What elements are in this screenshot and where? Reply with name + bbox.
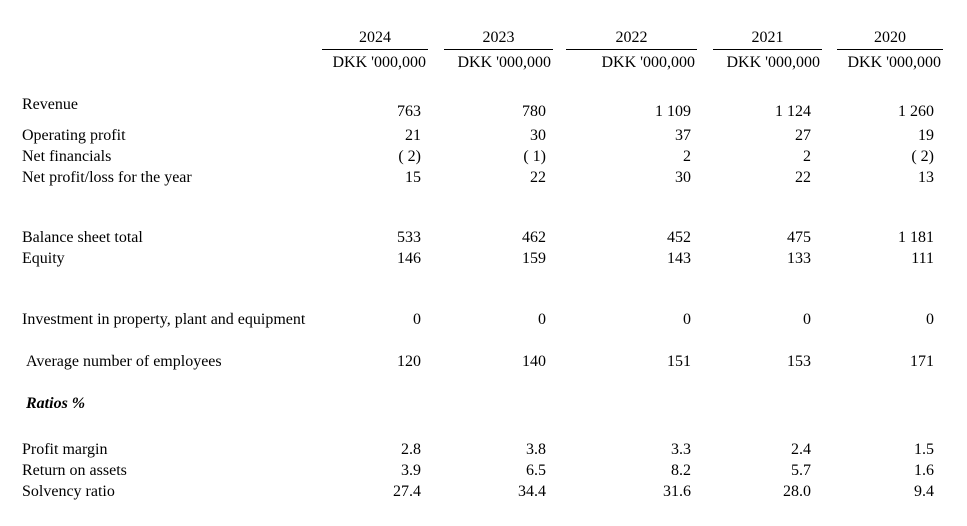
year-header: 2024 (322, 27, 428, 50)
cell-value: 111 (911, 250, 934, 267)
cell-value: 30 (675, 169, 691, 186)
year-header: 2021 (713, 27, 822, 50)
cell-value: 1 109 (655, 103, 691, 120)
row-label: Average number of employees (26, 353, 222, 370)
cell-value: ( 1) (523, 148, 546, 165)
cell-value: 0 (926, 311, 934, 328)
cell-value: 140 (522, 353, 546, 370)
cell-value: 0 (803, 311, 811, 328)
year-header: 2020 (837, 27, 943, 50)
cell-value: 1.5 (914, 441, 934, 458)
cell-value: 475 (787, 229, 811, 246)
cell-value: 37 (675, 127, 691, 144)
header-spacer (0, 27, 322, 50)
unit-header: DKK '000,000 (726, 54, 820, 71)
section-heading-label: Ratios % (26, 395, 86, 412)
cell-value: 146 (397, 250, 421, 267)
year-header: 2022 (566, 27, 697, 50)
cell-value: 1 260 (898, 103, 934, 120)
cell-value: 21 (405, 127, 421, 144)
cell-value: 22 (530, 169, 546, 186)
row-label: Investment in property, plant and equipm… (22, 311, 306, 328)
cell-value: 143 (667, 250, 691, 267)
table-row: Net profit/loss for the year 15 22 30 22… (0, 167, 967, 188)
table-row: Average number of employees 120 140 151 … (0, 351, 967, 372)
cell-value: 159 (522, 250, 546, 267)
cell-value: ( 2) (911, 148, 934, 165)
unit-header: DKK '000,000 (457, 54, 551, 71)
cell-value: 763 (397, 103, 421, 120)
cell-value: 153 (787, 353, 811, 370)
row-label: Return on assets (22, 462, 127, 479)
row-label: Operating profit (22, 127, 126, 144)
cell-value: 13 (918, 169, 934, 186)
cell-value: 0 (683, 311, 691, 328)
cell-value: 0 (413, 311, 421, 328)
table-header-years: 2024 2023 2022 2021 2020 (0, 27, 967, 50)
cell-value: 27.4 (393, 483, 421, 500)
cell-value: 0 (538, 311, 546, 328)
cell-value: 120 (397, 353, 421, 370)
row-label: Net financials (22, 148, 112, 165)
cell-value: 28.0 (783, 483, 811, 500)
cell-value: 2 (683, 148, 691, 165)
header-spacer (0, 52, 322, 73)
table-row: Revenue 763 780 1 109 1 124 1 260 (0, 94, 967, 120)
cell-value: 3.3 (671, 441, 691, 458)
cell-value: 5.7 (791, 462, 811, 479)
table-row: Operating profit 21 30 37 27 19 (0, 125, 967, 146)
cell-value: 1 181 (898, 229, 934, 246)
unit-header: DKK '000,000 (847, 54, 941, 71)
cell-value: 1 124 (775, 103, 811, 120)
cell-value: 22 (795, 169, 811, 186)
cell-value: 780 (522, 103, 546, 120)
unit-header: DKK '000,000 (332, 54, 426, 71)
row-label: Balance sheet total (22, 229, 143, 246)
cell-value: 2.8 (401, 441, 421, 458)
cell-value: 171 (910, 353, 934, 370)
row-label: Profit margin (22, 441, 108, 458)
table-row: Balance sheet total 533 462 452 475 1 18… (0, 227, 967, 248)
cell-value: 31.6 (663, 483, 691, 500)
table-header-units: DKK '000,000 DKK '000,000 DKK '000,000 D… (0, 52, 967, 73)
cell-value: 2.4 (791, 441, 811, 458)
cell-value: 462 (522, 229, 546, 246)
cell-value: ( 2) (398, 148, 421, 165)
table-row: Investment in property, plant and equipm… (0, 309, 967, 330)
cell-value: 6.5 (526, 462, 546, 479)
row-label: Solvency ratio (22, 483, 115, 500)
unit-header: DKK '000,000 (601, 54, 695, 71)
table-row: Return on assets 3.9 6.5 8.2 5.7 1.6 (0, 460, 967, 481)
table-row: Profit margin 2.8 3.8 3.3 2.4 1.5 (0, 439, 967, 460)
cell-value: 452 (667, 229, 691, 246)
row-label: Equity (22, 250, 65, 267)
cell-value: 9.4 (914, 483, 934, 500)
cell-value: 15 (405, 169, 421, 186)
cell-value: 30 (530, 127, 546, 144)
cell-value: 133 (787, 250, 811, 267)
cell-value: 27 (795, 127, 811, 144)
cell-value: 533 (397, 229, 421, 246)
year-header: 2023 (444, 27, 553, 50)
table-row: Net financials ( 2) ( 1) 2 2 ( 2) (0, 146, 967, 167)
cell-value: 3.9 (401, 462, 421, 479)
cell-value: 3.8 (526, 441, 546, 458)
cell-value: 34.4 (518, 483, 546, 500)
section-heading-ratios: Ratios % (0, 393, 967, 414)
row-label: Revenue (22, 96, 78, 113)
row-label: Net profit/loss for the year (22, 169, 192, 186)
table-row: Equity 146 159 143 133 111 (0, 248, 967, 269)
cell-value: 19 (918, 127, 934, 144)
cell-value: 2 (803, 148, 811, 165)
cell-value: 1.6 (914, 462, 934, 479)
cell-value: 8.2 (671, 462, 691, 479)
cell-value: 151 (667, 353, 691, 370)
table-row: Solvency ratio 27.4 34.4 31.6 28.0 9.4 (0, 481, 967, 502)
